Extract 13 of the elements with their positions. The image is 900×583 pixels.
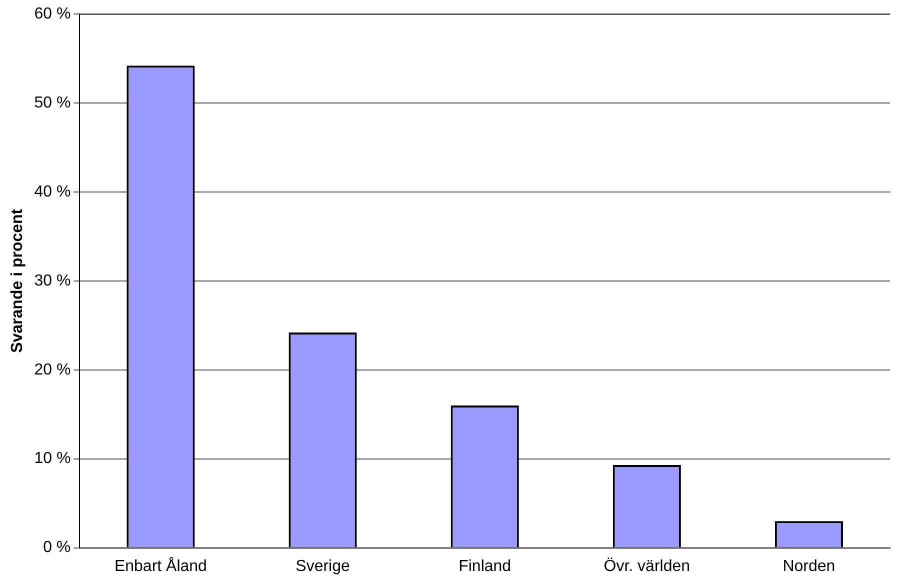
x-tick-label: Sverige xyxy=(296,558,350,575)
y-tick-label: 60 % xyxy=(34,5,71,22)
y-tick-label: 50 % xyxy=(34,94,71,112)
y-axis-title: Svarande i procent xyxy=(9,208,26,353)
y-tick-label: 30 % xyxy=(34,272,71,290)
x-tick-label: Övr. världen xyxy=(604,556,690,575)
y-tick-label: 0 % xyxy=(43,539,71,556)
y-tick-label: 10 % xyxy=(34,450,71,468)
y-tick-label: 20 % xyxy=(34,361,71,378)
x-tick-label: Norden xyxy=(782,558,836,575)
x-tick-label: Finland xyxy=(458,558,512,575)
y-tick-label: 40 % xyxy=(34,183,71,200)
x-tick-label: Enbart Åland xyxy=(114,556,207,575)
